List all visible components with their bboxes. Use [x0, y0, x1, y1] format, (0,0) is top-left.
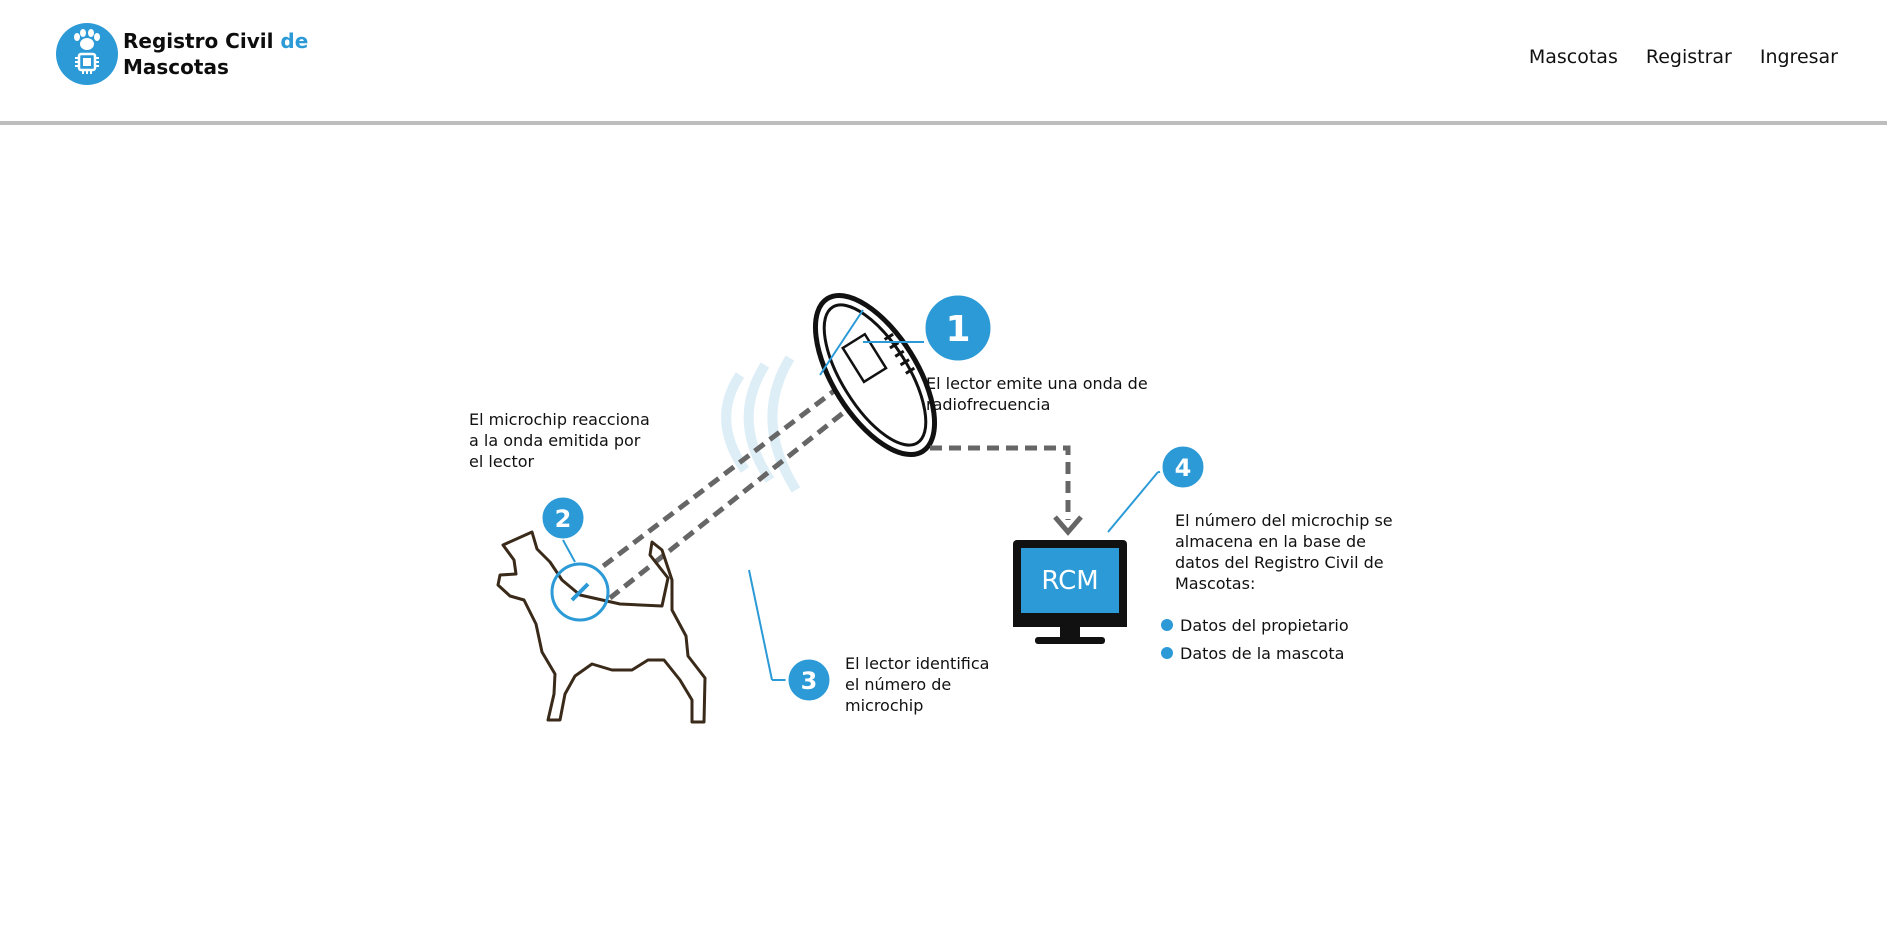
step4-bullet2: Datos de la mascota	[1180, 644, 1344, 663]
monitor-icon	[1013, 540, 1127, 644]
step4-number: 4	[1175, 454, 1192, 482]
step2-line1: El microchip reacciona	[469, 410, 650, 429]
monitor-label: RCM	[1041, 566, 1098, 596]
step4-line2: almacena en la base de	[1175, 532, 1366, 551]
brand-line2: Mascotas	[123, 55, 229, 79]
step4-line1: El número del microchip se	[1175, 511, 1393, 530]
nav-mascotas[interactable]: Mascotas	[1528, 46, 1618, 68]
step4-badge	[1159, 443, 1207, 491]
step2-line3: el lector	[469, 452, 535, 471]
top-navbar: Registro Civil de Mascotas Mascotas Regi…	[0, 0, 1887, 125]
transfer-arrowhead	[1053, 515, 1083, 536]
bullet-dot-icon	[1161, 619, 1173, 631]
main-nav: Mascotas Registrar Ingresar	[1529, 46, 1838, 68]
nav-ingresar[interactable]: Ingresar	[1759, 46, 1838, 68]
step3-line1: El lector identifica	[845, 654, 989, 673]
brand-accent: de	[280, 29, 309, 53]
dog-outline-icon	[496, 530, 707, 724]
wave-beam-lines	[596, 373, 874, 600]
step2-line2: a la onda emitida por	[469, 431, 641, 450]
step1-number: 1	[945, 309, 970, 350]
brand-logo[interactable]: Registro Civil de Mascotas	[55, 22, 308, 86]
step3-line3: microchip	[845, 696, 923, 715]
nav-registrar[interactable]: Registrar	[1645, 46, 1732, 68]
step4-line4: Mascotas:	[1175, 574, 1255, 593]
step4-line3: datos del Registro Civil de	[1175, 553, 1384, 572]
step1-leader-line	[819, 309, 864, 376]
brand-line1: Registro Civil	[123, 29, 274, 53]
bullet-dot-icon	[1161, 647, 1173, 659]
radio-wave-icon	[721, 355, 801, 493]
step3-line2: el número de	[845, 675, 951, 694]
step1-badge	[922, 292, 994, 364]
step2-number: 2	[555, 505, 572, 533]
microchip-target-circle	[550, 562, 610, 622]
microchip-implant-icon	[570, 582, 590, 602]
microchip-process-diagram: 1 El lector emite una onda de radiofrecu…	[469, 292, 1393, 724]
step3-badge	[785, 656, 833, 704]
paw-chip-icon	[56, 23, 118, 85]
brand-name: Registro Civil de Mascotas	[123, 28, 308, 80]
step1-line2: radiofrecuencia	[926, 395, 1050, 414]
step3-number: 3	[801, 667, 818, 695]
data-transfer-line	[930, 445, 1071, 520]
step4-bullet1: Datos del propietario	[1180, 616, 1349, 635]
step1-line1: El lector emite una onda de	[926, 374, 1148, 393]
